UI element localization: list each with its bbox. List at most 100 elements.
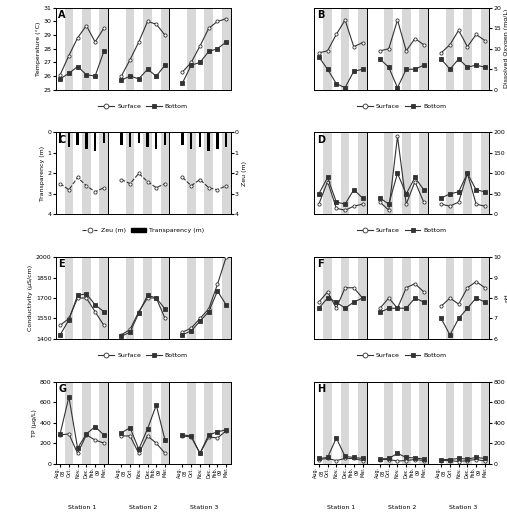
Bar <box>323 133 332 214</box>
Bar <box>481 133 489 214</box>
Bar <box>164 133 166 145</box>
Bar <box>67 133 70 147</box>
Bar <box>207 133 210 151</box>
Bar <box>358 382 367 464</box>
Bar <box>64 133 73 214</box>
Text: A: A <box>58 10 66 20</box>
Bar <box>402 382 411 464</box>
Y-axis label: TP (µg/L): TP (µg/L) <box>32 409 37 437</box>
Bar <box>446 382 454 464</box>
Text: Station 1: Station 1 <box>68 505 96 510</box>
Legend: Surface, Bottom: Surface, Bottom <box>354 350 449 361</box>
Bar <box>143 133 152 214</box>
Bar <box>481 257 489 339</box>
Bar <box>126 382 134 464</box>
Bar <box>64 8 73 90</box>
Y-axis label: Transparency (m): Transparency (m) <box>40 146 45 201</box>
Bar <box>161 257 169 339</box>
Legend: Zeu (m), Transparency (m): Zeu (m), Transparency (m) <box>80 225 207 236</box>
Bar <box>126 257 134 339</box>
Bar <box>419 257 428 339</box>
Bar <box>446 257 454 339</box>
Bar <box>384 133 393 214</box>
Bar <box>99 133 108 214</box>
Bar <box>187 133 196 214</box>
Bar <box>82 382 91 464</box>
Legend: Surface, Bottom: Surface, Bottom <box>354 101 449 111</box>
Text: D: D <box>317 135 325 145</box>
Bar <box>161 382 169 464</box>
Bar <box>341 133 349 214</box>
Y-axis label: pH: pH <box>504 294 507 303</box>
Bar <box>99 8 108 90</box>
Bar <box>94 133 96 151</box>
Bar <box>323 8 332 90</box>
Bar <box>419 382 428 464</box>
Text: F: F <box>317 260 323 269</box>
Bar <box>222 382 231 464</box>
Bar <box>323 382 332 464</box>
Bar <box>419 8 428 90</box>
Bar <box>82 8 91 90</box>
Text: G: G <box>58 384 66 394</box>
Legend: Surface, Bottom: Surface, Bottom <box>96 101 191 111</box>
Bar <box>463 8 472 90</box>
Bar <box>187 8 196 90</box>
Bar <box>216 133 219 149</box>
Bar <box>161 8 169 90</box>
Bar <box>187 257 196 339</box>
Text: H: H <box>317 384 325 394</box>
Bar <box>199 133 201 147</box>
Bar <box>225 133 228 147</box>
Bar <box>446 8 454 90</box>
Bar <box>323 257 332 339</box>
Bar <box>85 133 88 149</box>
Bar <box>402 8 411 90</box>
Bar <box>358 257 367 339</box>
Bar <box>402 133 411 214</box>
Bar <box>384 257 393 339</box>
Y-axis label: Zeu (m): Zeu (m) <box>241 161 246 186</box>
Text: Station 2: Station 2 <box>129 505 157 510</box>
Bar <box>155 133 158 149</box>
Bar <box>222 257 231 339</box>
Bar <box>204 382 213 464</box>
Bar <box>481 382 489 464</box>
Bar <box>120 133 123 145</box>
Text: Station 2: Station 2 <box>388 505 416 510</box>
Text: Station 3: Station 3 <box>449 505 477 510</box>
Bar <box>204 257 213 339</box>
Bar <box>384 382 393 464</box>
Bar <box>82 257 91 339</box>
Bar <box>99 257 108 339</box>
Legend: Surface, Bottom: Surface, Bottom <box>96 350 191 361</box>
Bar <box>190 133 193 149</box>
Bar <box>358 8 367 90</box>
Bar <box>59 133 61 142</box>
Text: E: E <box>58 260 65 269</box>
Bar <box>419 133 428 214</box>
Bar <box>102 133 105 142</box>
Bar <box>82 133 91 214</box>
Bar <box>126 133 134 214</box>
Bar <box>481 8 489 90</box>
Text: C: C <box>58 135 65 145</box>
Bar <box>99 382 108 464</box>
Bar <box>182 133 184 145</box>
Bar <box>341 257 349 339</box>
Bar <box>143 382 152 464</box>
Bar <box>64 382 73 464</box>
Bar <box>77 133 79 145</box>
Y-axis label: Temperature (°C): Temperature (°C) <box>36 22 41 76</box>
Bar <box>137 133 140 142</box>
Text: Station 1: Station 1 <box>327 505 355 510</box>
Bar <box>222 133 231 214</box>
Bar <box>222 8 231 90</box>
Bar <box>129 133 131 147</box>
Bar <box>64 257 73 339</box>
Bar <box>187 382 196 464</box>
Bar <box>204 8 213 90</box>
Y-axis label: Dissolved Oxygen (mg/L): Dissolved Oxygen (mg/L) <box>504 9 507 89</box>
Bar <box>143 8 152 90</box>
Bar <box>341 382 349 464</box>
